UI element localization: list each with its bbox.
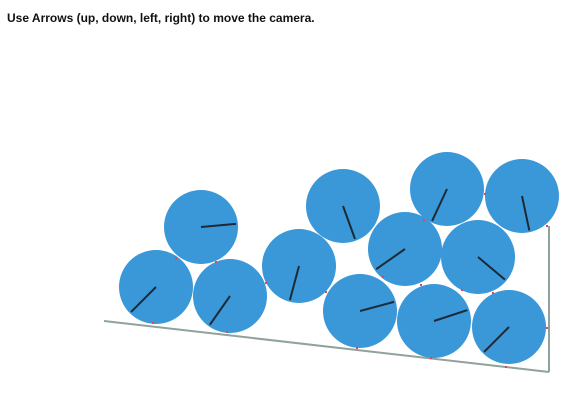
camera-instructions: Use Arrows (up, down, left, right) to mo… — [7, 11, 315, 25]
ball-4 — [262, 229, 336, 303]
contact-point — [546, 225, 548, 227]
ball-5 — [306, 169, 380, 243]
contact-point — [152, 322, 154, 324]
ball-12 — [485, 159, 559, 233]
contact-point — [430, 357, 432, 359]
ground — [103, 226, 550, 373]
contact-point — [265, 282, 267, 284]
ball-3 — [164, 190, 238, 264]
ball-11 — [472, 290, 546, 364]
contact-point — [215, 261, 217, 263]
contact-point — [492, 292, 494, 294]
contact-point — [382, 276, 384, 278]
contact-point — [546, 327, 548, 329]
contact-point — [226, 331, 228, 333]
contact-point — [175, 257, 177, 259]
contact-point — [420, 284, 422, 286]
ball-3-spoke — [200, 222, 237, 228]
contact-point — [325, 291, 327, 293]
ball-9 — [410, 152, 484, 226]
ball-11-spoke — [483, 326, 510, 353]
ball-12-spoke — [521, 195, 531, 231]
ball-8 — [368, 212, 442, 286]
ball-10 — [441, 220, 515, 294]
contact-point — [423, 219, 425, 221]
ball-5-spoke — [342, 205, 356, 240]
ball-6-spoke — [359, 300, 395, 312]
ball-4-spoke — [288, 265, 300, 301]
ground-floor — [103, 320, 550, 373]
ball-8-spoke — [375, 248, 406, 271]
ball-2-spoke — [208, 295, 231, 326]
ball-9-spoke — [431, 188, 448, 222]
ball-10-spoke — [477, 256, 506, 281]
ball-1-spoke — [130, 286, 157, 313]
ball-7-spoke — [433, 309, 468, 322]
contact-points — [152, 193, 548, 368]
ball-2 — [193, 259, 267, 333]
contact-point — [484, 193, 486, 195]
balls — [119, 152, 559, 364]
ball-6 — [323, 274, 397, 348]
contact-point — [505, 366, 507, 368]
ball-7 — [397, 284, 471, 358]
contact-point — [461, 289, 463, 291]
ball-1 — [119, 250, 193, 324]
contact-point — [356, 347, 358, 349]
